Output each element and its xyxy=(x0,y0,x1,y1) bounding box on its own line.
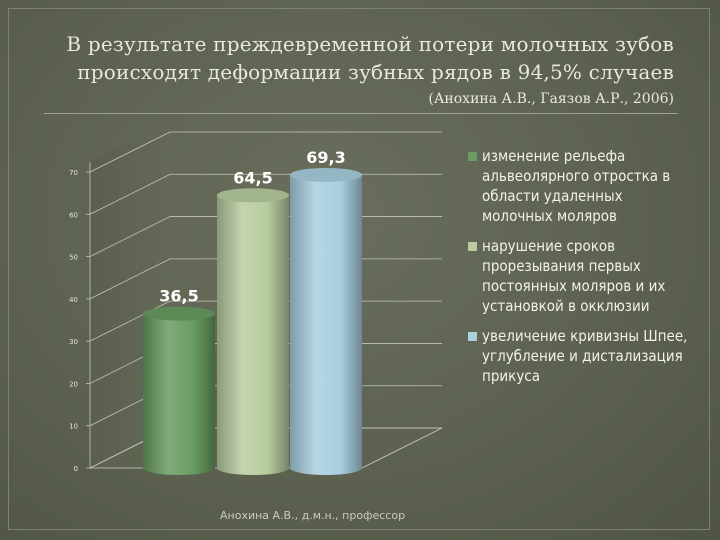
footer-author: Анохина А.В., д.м.н., профессор xyxy=(220,509,406,522)
legend-swatch xyxy=(468,152,477,161)
legend-item-1: изменение рельефа альвеолярного отростка… xyxy=(468,146,688,226)
bar-body xyxy=(290,174,362,475)
bar-value-label: 36,5 xyxy=(159,287,198,306)
bar-body xyxy=(217,195,289,475)
title-line-2: происходят деформации зубных рядов в 94,… xyxy=(77,60,674,84)
legend-item-3: увеличение кривизны Шпее, углубление и д… xyxy=(468,326,688,386)
bar-chart: 0 10 20 30 40 50 60 70 36,5 64,5 69,3 xyxy=(69,130,443,475)
bar-body xyxy=(143,313,215,475)
gridline xyxy=(89,131,442,173)
title-line-1: В результате преждевременной потери моло… xyxy=(66,32,674,56)
bar-3 xyxy=(290,167,362,475)
y-tick-label: 20 xyxy=(69,380,78,388)
legend-label: изменение рельефа альвеолярного отростка… xyxy=(482,147,671,225)
bar-top xyxy=(217,188,289,203)
y-tick-label: 10 xyxy=(69,423,78,431)
y-tick-label: 70 xyxy=(69,169,78,177)
title-divider xyxy=(44,113,678,114)
legend-swatch xyxy=(468,332,477,341)
bar-value-label: 64,5 xyxy=(233,168,272,187)
bar-top xyxy=(290,167,362,182)
y-tick-label: 50 xyxy=(69,254,78,262)
chart-legend: изменение рельефа альвеолярного отростка… xyxy=(468,146,688,396)
legend-swatch xyxy=(468,242,477,251)
y-tick-label: 0 xyxy=(74,465,78,473)
bar-2 xyxy=(217,188,289,475)
bar-value-label: 69,3 xyxy=(306,148,345,167)
y-tick-label: 30 xyxy=(69,338,78,346)
legend-label: увеличение кривизны Шпее, углубление и д… xyxy=(482,327,688,385)
y-tick-label: 60 xyxy=(69,211,78,219)
legend-label: нарушение сроков прорезывания первых пос… xyxy=(482,237,666,315)
bar-top xyxy=(143,306,215,321)
slide-frame xyxy=(8,8,710,530)
bar-1 xyxy=(143,306,215,475)
slide-title: В результате преждевременной потери моло… xyxy=(34,30,674,110)
y-tick-label: 40 xyxy=(69,296,78,304)
legend-item-2: нарушение сроков прорезывания первых пос… xyxy=(468,236,688,316)
title-citation: (Анохина А.В., Гаязов А.Р., 2006) xyxy=(428,91,674,107)
